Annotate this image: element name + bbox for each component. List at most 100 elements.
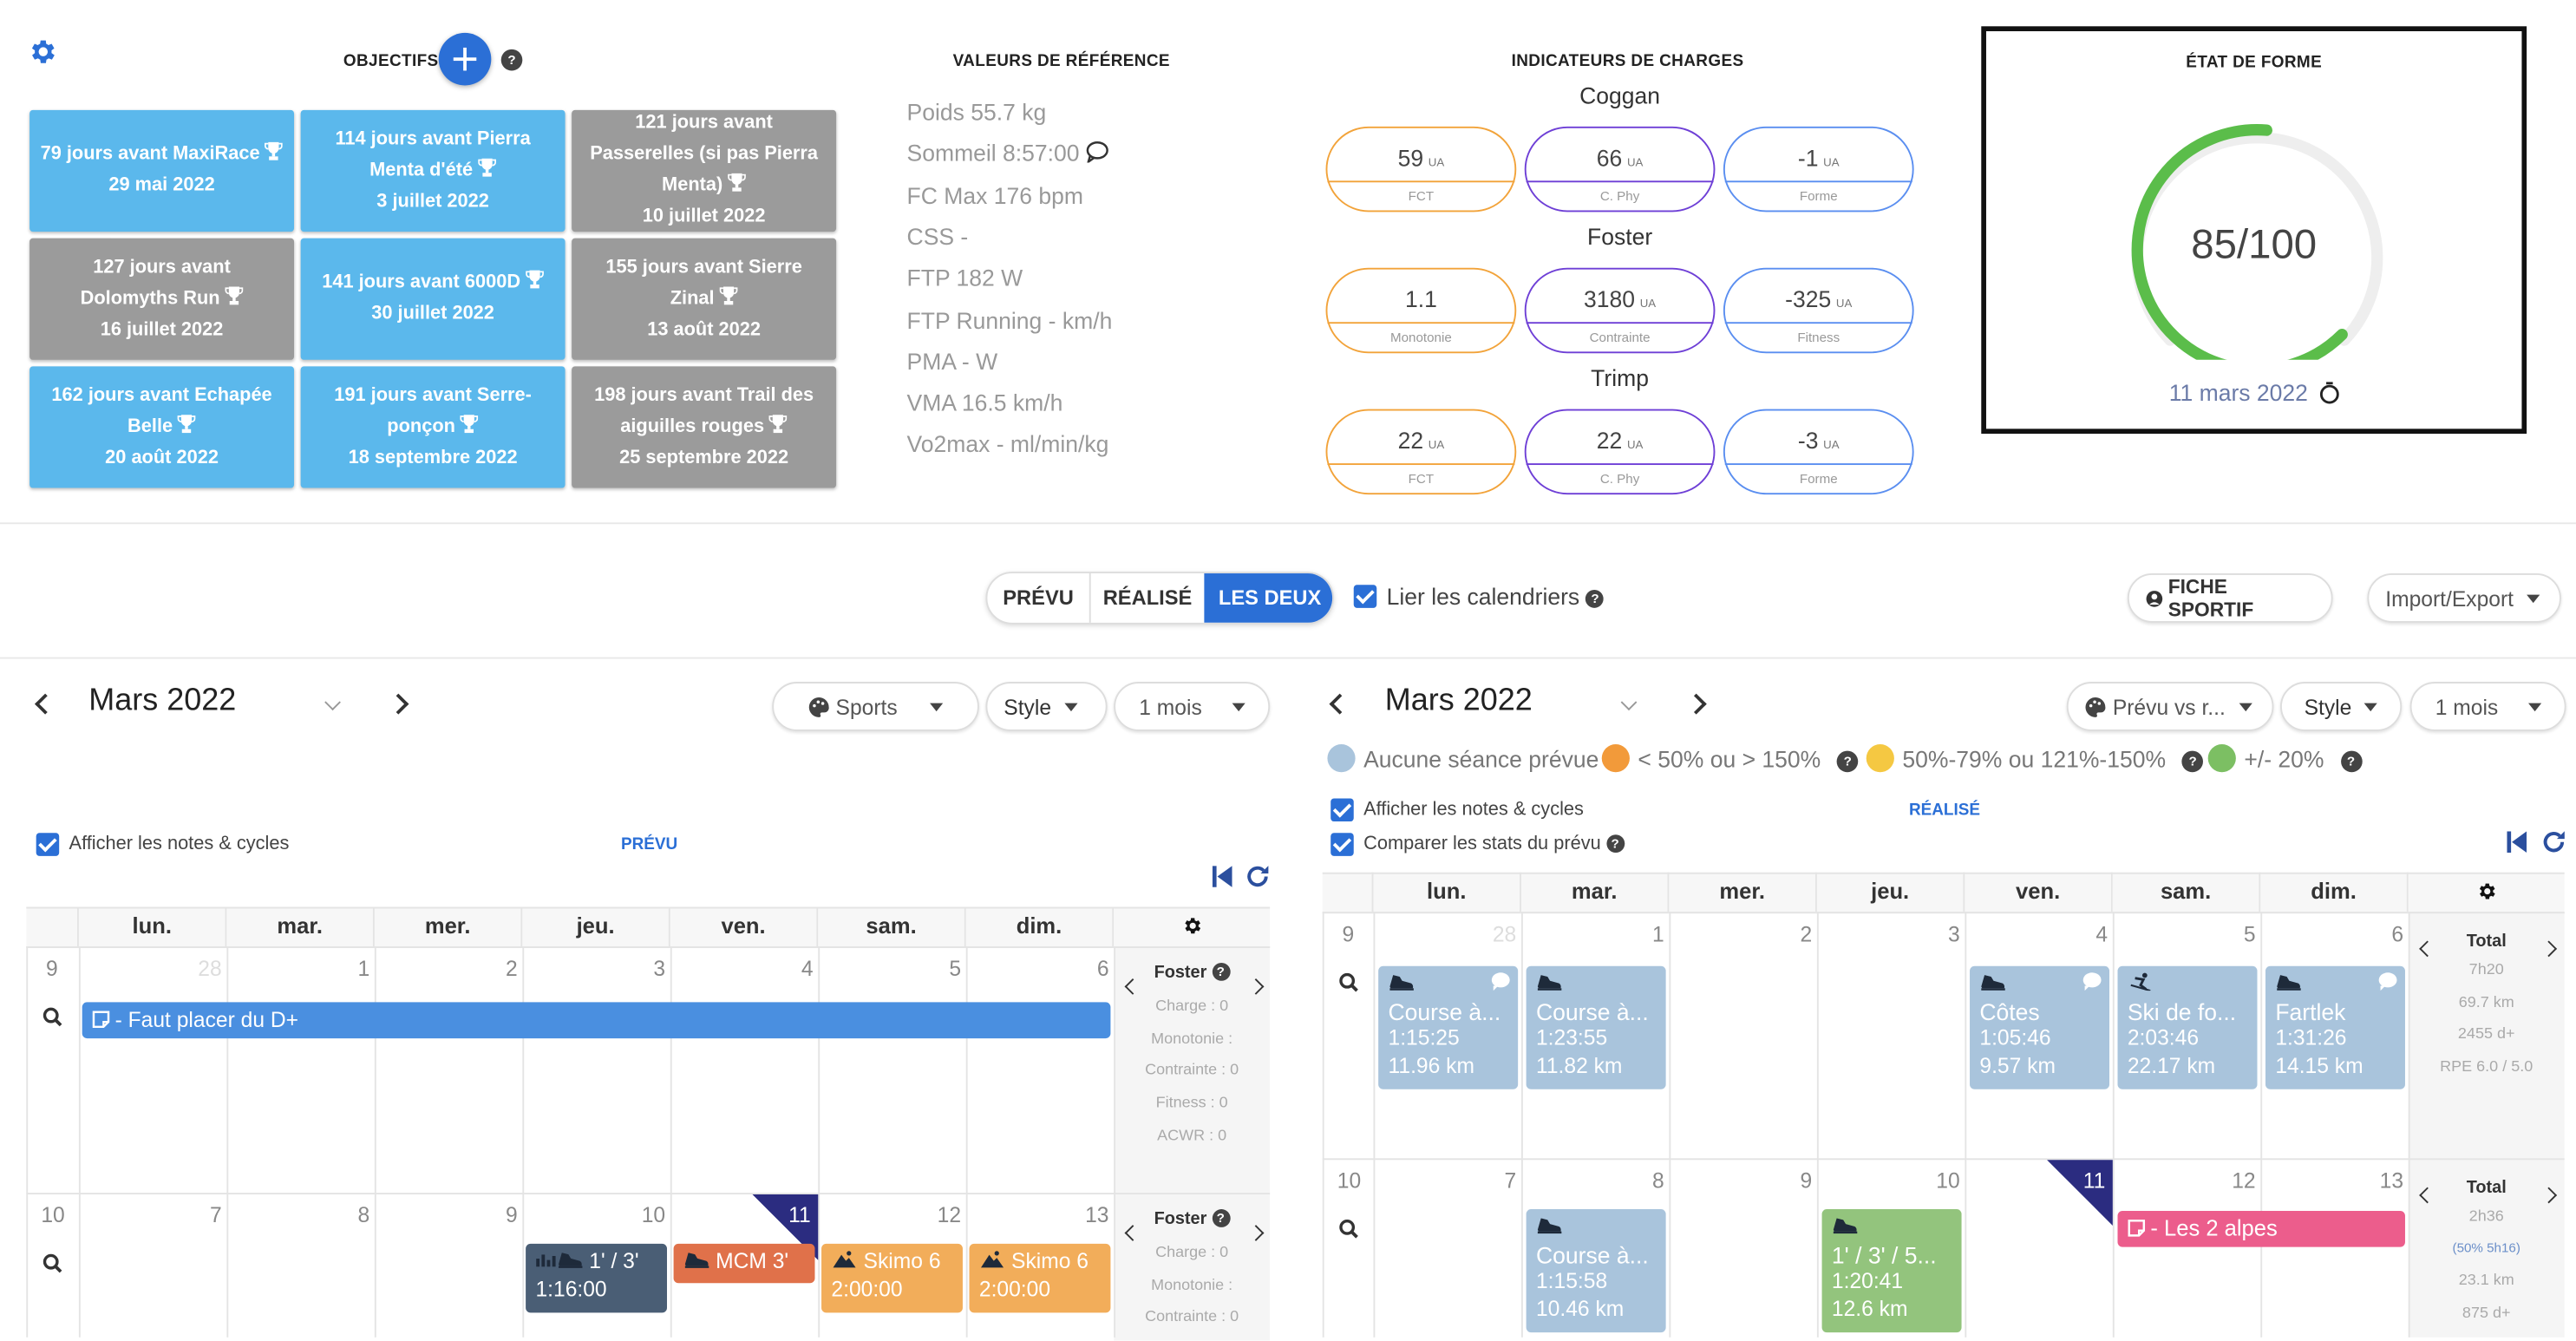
- objective-card[interactable]: 114 jours avant Pierra Menta d'été 3 juil…: [300, 109, 566, 232]
- objective-line: 191 jours avant Serre-: [334, 385, 532, 405]
- settings-gear-icon[interactable]: [2475, 880, 2497, 902]
- objective-card[interactable]: 191 jours avant Serre-ponçon 18 septembr…: [300, 366, 566, 488]
- search-icon[interactable]: [42, 1007, 62, 1027]
- foster-help-icon[interactable]: ?: [1211, 1209, 1230, 1227]
- completed-workout[interactable]: 1' / 3' / 5... 1:20:41 12.6 km: [1821, 1209, 1962, 1333]
- side-title: Foster ?: [1114, 1209, 1270, 1229]
- week-search-button[interactable]: [42, 1252, 62, 1281]
- chevron-down-icon: [2364, 702, 2378, 711]
- day-number: 9: [505, 1202, 518, 1227]
- planned-workout[interactable]: 1' / 3' 1:16:00: [526, 1243, 668, 1313]
- compare-help-icon[interactable]: ?: [1605, 834, 1625, 854]
- workout-title: Côtes: [1979, 998, 2040, 1024]
- link-help-icon[interactable]: ?: [1585, 589, 1605, 608]
- left-style-filter[interactable]: Style: [985, 682, 1108, 731]
- right-period-filter[interactable]: 1 mois: [2409, 682, 2566, 731]
- import-export-dropdown[interactable]: Import/Export: [2367, 573, 2561, 623]
- palette-icon: [808, 697, 829, 716]
- stopwatch-icon[interactable]: [2319, 381, 2339, 404]
- planned-workout[interactable]: Skimo 6 2:00:00: [969, 1243, 1111, 1313]
- workout-title: Skimo 6: [979, 1249, 1101, 1276]
- objective-card[interactable]: 127 jours avant Dolomyths Run 16 juillet …: [29, 238, 295, 360]
- right-month-dropdown-icon[interactable]: [1620, 694, 1638, 711]
- workout-title: Fartlek: [2275, 998, 2346, 1024]
- comment-icon[interactable]: [1086, 141, 1109, 166]
- compare-stats-checkbox[interactable]: [1330, 833, 1354, 856]
- objective-card[interactable]: 155 jours avant Sierre Zinal 13 août 2022: [572, 238, 837, 360]
- search-icon[interactable]: [1339, 1219, 1359, 1239]
- left-month-title: Mars 2022: [88, 683, 237, 718]
- objective-line: 3 juillet 2022: [376, 191, 489, 212]
- completed-workout[interactable]: Course à... 1:15:58 10.46 km: [1526, 1209, 1666, 1333]
- add-objective-button[interactable]: [438, 32, 492, 86]
- day-number: 10: [1936, 1168, 1960, 1194]
- right-section-label: RÉALISÉ: [1908, 801, 1981, 821]
- right-style-filter[interactable]: Style: [2280, 682, 2403, 731]
- charge-value: 22 UA: [1596, 427, 1644, 454]
- gear-icon[interactable]: [26, 36, 57, 68]
- objective-card[interactable]: 79 jours avant MaxiRace 29 mai 2022: [29, 109, 295, 232]
- skip-back-icon[interactable]: [1212, 866, 1232, 887]
- toggle-realise[interactable]: RÉALISÉ: [1089, 573, 1205, 623]
- search-icon[interactable]: [42, 1253, 62, 1273]
- prev-month-right-button[interactable]: [1329, 693, 1350, 715]
- charge-label: Forme: [1799, 188, 1838, 204]
- workout-distance: 11.96 km: [1388, 1052, 1474, 1077]
- objective-line: 79 jours avant MaxiRace: [41, 140, 284, 171]
- objective-line: 30 juillet 2022: [371, 304, 494, 324]
- left-sports-filter[interactable]: Sports: [772, 682, 979, 731]
- week-search-button[interactable]: [42, 1005, 62, 1035]
- charge-value: 66 UA: [1596, 144, 1644, 171]
- search-icon[interactable]: [1339, 972, 1359, 992]
- workout-title: Course à...: [1535, 1240, 1649, 1268]
- next-month-right-button[interactable]: [1685, 693, 1707, 715]
- objective-card[interactable]: 121 jours avant Passerelles (si pas Pierr…: [572, 109, 837, 232]
- completed-workout[interactable]: Course à... 1:23:55 11.82 km: [1526, 965, 1666, 1089]
- objective-line: 155 jours avant Sierre: [605, 257, 802, 278]
- prev-month-left-button[interactable]: [35, 693, 56, 715]
- total-stat: 69.7 km: [2458, 992, 2514, 1011]
- completed-workout[interactable]: Ski de fo... 2:03:46 22.17 km: [2117, 965, 2258, 1089]
- workout-distance: 10.46 km: [1535, 1295, 1625, 1320]
- workout-title: 1' / 3': [535, 1249, 657, 1276]
- side-stat: Charge : 0: [1155, 1243, 1229, 1262]
- legend-help-icon[interactable]: ?: [1836, 750, 1859, 773]
- legend-help-icon[interactable]: ?: [2181, 750, 2204, 773]
- note-banner[interactable]: - Faut placer du D+: [82, 1002, 1111, 1039]
- left-notes-checkbox[interactable]: [36, 833, 60, 856]
- objective-card[interactable]: 162 jours avant Echapée Belle 20 août 202…: [29, 366, 295, 488]
- right-compare-filter[interactable]: Prévu vs r...: [2066, 682, 2274, 731]
- legend-swatch: [1601, 744, 1630, 773]
- next-month-left-button[interactable]: [388, 693, 409, 715]
- chevron-down-icon: [930, 702, 944, 711]
- left-month-dropdown-icon[interactable]: [324, 694, 341, 711]
- objective-card[interactable]: 198 jours avant Trail des aiguilles rouge…: [572, 366, 837, 488]
- planned-workout[interactable]: MCM 3': [673, 1243, 815, 1284]
- note-banner[interactable]: - Les 2 alpes: [2117, 1210, 2405, 1247]
- charge-pill: 1.1 Monotonie: [1325, 267, 1517, 354]
- objectives-title: OBJECTIFS: [343, 52, 439, 71]
- refresh-icon[interactable]: [2541, 830, 2566, 854]
- right-notes-checkbox[interactable]: [1330, 798, 1354, 822]
- foster-help-icon[interactable]: ?: [1211, 962, 1230, 981]
- completed-workout[interactable]: Côtes 1:05:46 9.57 km: [1970, 965, 2110, 1089]
- fiche-sportif-button[interactable]: FICHE SPORTIF: [2127, 573, 2333, 623]
- legend-help-icon[interactable]: ?: [2340, 750, 2362, 773]
- charges-title: INDICATEURS DE CHARGES: [1511, 52, 1744, 71]
- settings-gear-icon[interactable]: [1181, 915, 1203, 937]
- toggle-les-deux[interactable]: LES DEUX: [1204, 573, 1333, 623]
- planned-workout[interactable]: Skimo 6 2:00:00: [821, 1243, 963, 1313]
- side-stat: ACWR : 0: [1157, 1126, 1227, 1145]
- skip-back-icon[interactable]: [2507, 831, 2527, 854]
- completed-workout[interactable]: Fartlek 1:31:26 14.15 km: [2265, 965, 2405, 1089]
- week-search-button[interactable]: [1339, 1218, 1359, 1247]
- left-period-filter[interactable]: 1 mois: [1114, 682, 1271, 731]
- objective-card[interactable]: 141 jours avant 6000D 30 juillet 2022: [300, 238, 566, 360]
- toggle-prevu[interactable]: PRÉVU: [1003, 586, 1074, 610]
- objectives-help-icon[interactable]: ?: [500, 49, 523, 71]
- week-search-button[interactable]: [1339, 971, 1359, 1000]
- completed-workout[interactable]: Course à... 1:15:25 11.96 km: [1378, 965, 1519, 1089]
- refresh-icon[interactable]: [1246, 864, 1270, 888]
- link-calendars-checkbox[interactable]: [1353, 585, 1377, 608]
- day-number: 9: [1800, 1168, 1813, 1194]
